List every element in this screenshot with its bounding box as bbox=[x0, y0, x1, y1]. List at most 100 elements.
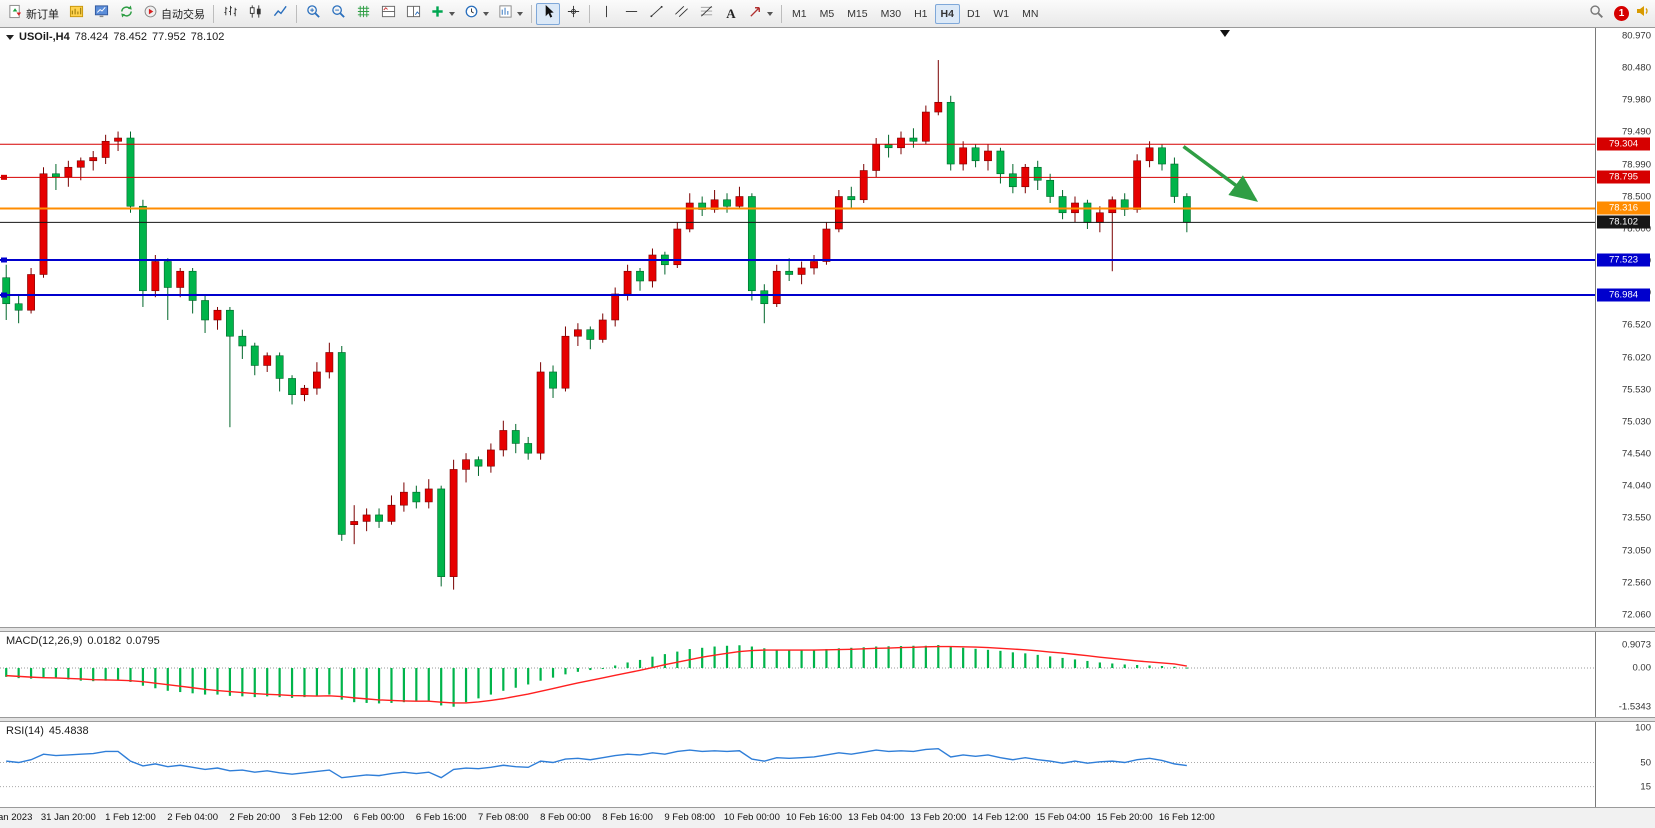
price-scale-label: 76.020 bbox=[1621, 352, 1651, 364]
navigator-icon bbox=[119, 4, 134, 24]
candlestick-chart-icon bbox=[248, 4, 263, 24]
price-scale-label: 76.520 bbox=[1621, 319, 1651, 331]
time-axis[interactable]: 31 Jan 2023 31 Jan 20:00 1 Feb 12:00 2 Feb … bbox=[0, 807, 1655, 828]
chart-workspace: USOil-,H4 78.424 78.452 77.952 78.102 80… bbox=[0, 28, 1655, 828]
bars-chart-button[interactable] bbox=[218, 3, 242, 25]
time-axis-label: 6 Feb 00:00 bbox=[353, 812, 405, 823]
ohlc-low: 77.952 bbox=[152, 31, 186, 43]
periods-button[interactable] bbox=[460, 3, 493, 25]
macd-scale: 0.9073 0.00 -1.5343 bbox=[1595, 632, 1655, 717]
candles-chart-button[interactable] bbox=[243, 3, 267, 25]
zoom-in-button[interactable] bbox=[301, 3, 325, 25]
timeframe-group: M1 M5 M15 M30 H1 H4 D1 W1 MN bbox=[786, 3, 1044, 24]
arrow-shapes-icon bbox=[748, 4, 763, 24]
notification-badge[interactable]: 1 bbox=[1614, 6, 1629, 21]
arrows-button[interactable] bbox=[744, 3, 777, 25]
tile-windows-button[interactable] bbox=[376, 3, 400, 25]
crosshair-button[interactable] bbox=[561, 3, 585, 25]
toolbar: 新订单 自动交易 A M1 M5 M15 M30 H1 H4 D1 W1 bbox=[0, 0, 1655, 28]
candlestick-svg bbox=[0, 30, 1595, 590]
vertical-line-button[interactable] bbox=[594, 3, 618, 25]
ohlc-close: 78.102 bbox=[190, 31, 225, 43]
trendline-button[interactable] bbox=[644, 3, 668, 25]
time-axis-label: 8 Feb 16:00 bbox=[602, 812, 653, 823]
cursor-button[interactable] bbox=[536, 2, 560, 25]
fibonacci-icon bbox=[699, 4, 714, 24]
template-icon bbox=[498, 4, 513, 24]
timeframe-button-d1[interactable]: D1 bbox=[966, 7, 981, 20]
channel-button[interactable] bbox=[669, 3, 693, 25]
price-scale-label: 79.490 bbox=[1621, 126, 1651, 138]
price-scale-label: 78.000 bbox=[1621, 223, 1651, 235]
time-axis-label: 2 Feb 04:00 bbox=[167, 812, 218, 823]
horizontal-line-button[interactable] bbox=[619, 3, 643, 25]
ohlc-open: 78.424 bbox=[74, 31, 109, 43]
price-scale-label: 74.540 bbox=[1621, 448, 1651, 460]
text-button[interactable]: A bbox=[719, 3, 743, 25]
macd-header: MACD(12,26,9) 0.0182 0.0795 bbox=[6, 635, 160, 647]
search-button[interactable] bbox=[1584, 3, 1608, 25]
rsi-plot[interactable]: RSI(14) 45.4838 bbox=[0, 722, 1595, 807]
timeframe-button-mn[interactable]: MN bbox=[1022, 7, 1039, 20]
time-axis-label: 31 Jan 2023 bbox=[0, 812, 33, 823]
price-scale-label: 75.530 bbox=[1621, 384, 1651, 395]
timeframe-button-w1[interactable]: W1 bbox=[993, 7, 1010, 20]
symbol-dropdown-icon[interactable] bbox=[6, 34, 14, 40]
dropdown-caret-icon bbox=[517, 11, 523, 16]
panel-splitter[interactable] bbox=[0, 717, 1655, 722]
auto-trading-button[interactable]: 自动交易 bbox=[139, 3, 209, 25]
price-scale-label: 72.560 bbox=[1621, 577, 1651, 588]
timeframe-button-h1[interactable]: H1 bbox=[914, 7, 928, 20]
trend-arrow-annotation[interactable] bbox=[1182, 145, 1259, 202]
time-axis-label: 13 Feb 20:00 bbox=[910, 812, 967, 823]
rsi-value: 45.4838 bbox=[48, 725, 89, 737]
chart-header: USOil-,H4 78.424 78.452 77.952 78.102 bbox=[6, 31, 224, 43]
chart-plot[interactable]: USOil-,H4 78.424 78.452 77.952 78.102 bbox=[0, 28, 1595, 627]
timeframe-button-m5[interactable]: M5 bbox=[819, 7, 835, 20]
macd-svg bbox=[0, 645, 1595, 707]
chart-window-button[interactable] bbox=[64, 3, 88, 25]
timeframe-button-m30[interactable]: M30 bbox=[880, 7, 902, 20]
macd-plot[interactable]: MACD(12,26,9) 0.0182 0.0795 bbox=[0, 632, 1595, 717]
macd-scale-label: -1.5343 bbox=[1618, 701, 1651, 713]
grid-button[interactable] bbox=[351, 3, 375, 25]
time-axis-label: 10 Feb 16:00 bbox=[786, 812, 842, 823]
search-icon bbox=[1589, 4, 1604, 24]
line-chart-button[interactable] bbox=[268, 3, 292, 25]
scroll-to-end-marker[interactable] bbox=[1219, 30, 1230, 37]
time-axis-label: 14 Feb 12:00 bbox=[972, 812, 1029, 823]
horizontal-levels-group[interactable] bbox=[0, 143, 1595, 298]
rsi-title: RSI(14) bbox=[6, 725, 44, 737]
toolbar-separator bbox=[213, 4, 214, 23]
time-axis-label: 16 Feb 12:00 bbox=[1158, 812, 1215, 823]
market-watch-button[interactable] bbox=[89, 3, 113, 25]
rsi-scale-label: 15 bbox=[1640, 781, 1651, 793]
indicators-button[interactable] bbox=[426, 3, 459, 25]
sound-icon[interactable] bbox=[1635, 3, 1651, 24]
channel-icon bbox=[674, 4, 689, 24]
timeframe-button-h4[interactable]: H4 bbox=[934, 3, 960, 24]
line-chart-icon bbox=[273, 4, 288, 24]
level-price-tag: 78.316 bbox=[1597, 201, 1650, 215]
new-order-button[interactable]: 新订单 bbox=[4, 3, 63, 25]
fibonacci-button[interactable] bbox=[694, 3, 718, 25]
cascade-windows-button[interactable] bbox=[401, 3, 425, 25]
price-scale-label: 73.550 bbox=[1621, 512, 1651, 524]
navigator-button[interactable] bbox=[114, 3, 138, 25]
level-price-tag: 77.523 bbox=[1597, 253, 1650, 267]
main-chart-row: USOil-,H4 78.424 78.452 77.952 78.102 80… bbox=[0, 28, 1655, 627]
macd-panel-row: MACD(12,26,9) 0.0182 0.0795 0.9073 0.00 -1… bbox=[0, 632, 1655, 717]
time-axis-label: 10 Feb 00:00 bbox=[723, 812, 780, 823]
panel-splitter[interactable] bbox=[0, 627, 1655, 632]
timeframe-button-m1[interactable]: M1 bbox=[792, 7, 807, 20]
time-axis-label: 3 Feb 12:00 bbox=[291, 812, 343, 823]
templates-button[interactable] bbox=[494, 3, 527, 25]
zoom-out-button[interactable] bbox=[326, 3, 350, 25]
chart-window-icon bbox=[69, 4, 84, 24]
horizontal-line-icon bbox=[624, 4, 639, 24]
rsi-line bbox=[6, 747, 1187, 779]
clock-icon bbox=[464, 4, 479, 24]
price-scale[interactable]: 80.970 80.480 79.980 79.490 78.990 78.500 78.0… bbox=[1595, 28, 1655, 627]
toolbar-separator bbox=[781, 4, 782, 23]
timeframe-button-m15[interactable]: M15 bbox=[847, 7, 868, 20]
